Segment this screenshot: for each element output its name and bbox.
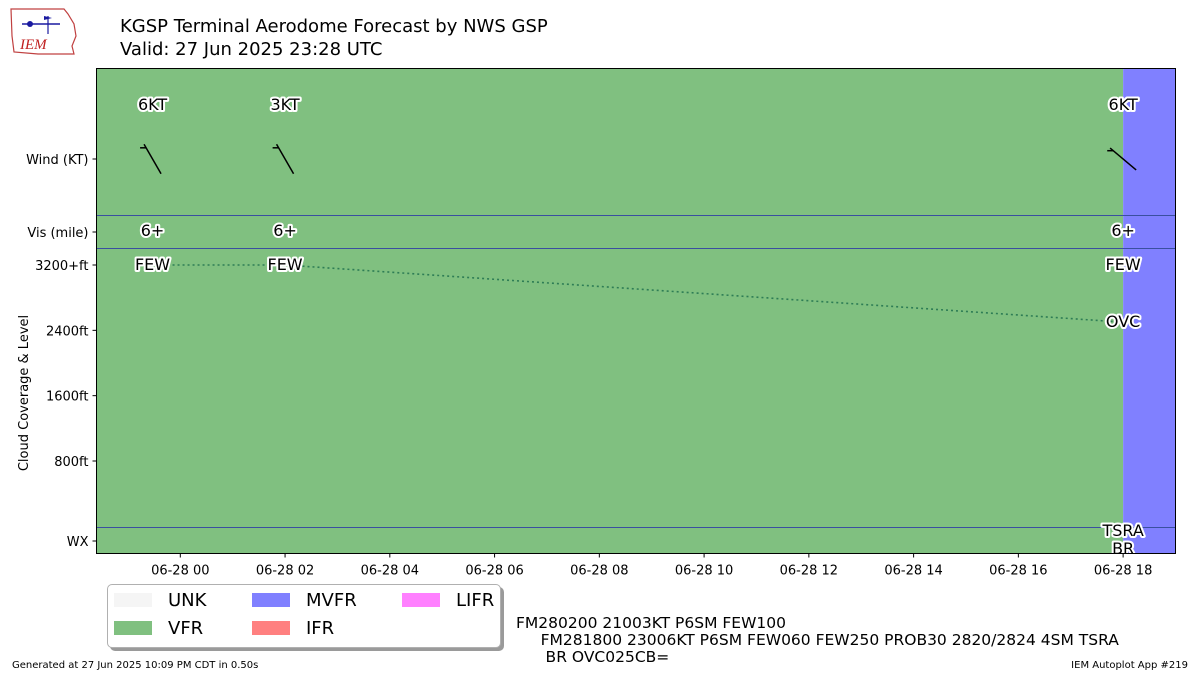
chart-subtitle: Valid: 27 Jun 2025 23:28 UTC	[120, 39, 383, 60]
wind-barbs	[140, 143, 1137, 175]
x-tick-label: 06-28 00	[151, 564, 209, 579]
weather-label: TSRA	[1101, 521, 1143, 540]
y-tick-label: 800ft	[54, 455, 88, 470]
visibility-label: 6+	[141, 221, 165, 240]
y-tick-label: 1600ft	[46, 390, 89, 405]
legend-swatch	[402, 593, 440, 607]
legend-swatch	[252, 621, 290, 635]
legend-item-mvfr: MVFR	[252, 589, 357, 611]
visibility-label: 6+	[273, 221, 297, 240]
axes: Wind (KT) Vis (mile) WX 3200+ft 2400ft 1600ft…	[17, 153, 1152, 579]
cloud-cover-label: FEW	[1106, 255, 1141, 274]
x-tick-label: 06-28 12	[780, 564, 838, 579]
legend-item-lifr: LIFR	[402, 589, 494, 611]
chart-title: KGSP Terminal Aerodome Forecast by NWS G…	[120, 16, 548, 37]
iem-logo: IEM	[10, 8, 77, 55]
wind-barb-staff	[1109, 147, 1137, 171]
row-separators	[96, 215, 1176, 528]
legend-item-vfr: VFR	[114, 617, 203, 639]
x-tick-label: 06-28 06	[465, 564, 523, 579]
wind-barb-staff	[143, 143, 162, 175]
category-period-vfr	[96, 68, 1124, 554]
y-tick-label: 2400ft	[46, 324, 89, 339]
x-tick-label: 06-28 08	[570, 564, 628, 579]
legend-label: LIFR	[456, 589, 495, 611]
cloud-cover-label: FEW	[267, 255, 302, 274]
cloud-cover-label: OVC	[1106, 312, 1140, 331]
legend-item-ifr: IFR	[252, 617, 334, 639]
category-background	[96, 68, 1176, 554]
taf-line-3: BR OVC025CB=	[516, 648, 670, 666]
legend-label: MVFR	[306, 589, 357, 611]
logo-text: IEM	[19, 37, 48, 53]
x-tick-label: 06-28 14	[884, 564, 942, 579]
taf-raw-text: FM280200 21003KT P6SM FEW100 FM281800 23…	[516, 615, 1119, 666]
legend-label: UNK	[168, 589, 207, 611]
legend-swatch	[252, 593, 290, 607]
taf-line-1: FM280200 21003KT P6SM FEW100	[516, 614, 787, 632]
taf-line-2: FM281800 23006KT P6SM FEW060 FEW250 PROB…	[516, 631, 1119, 649]
y-tick-label: WX	[67, 535, 89, 550]
footer-generated: Generated at 27 Jun 2025 10:09 PM CDT in…	[12, 660, 259, 671]
visibility-label: 6+	[1111, 221, 1135, 240]
plot-frame	[96, 68, 1176, 554]
category-period-mvfr	[1123, 68, 1176, 554]
wind-barb-staff	[275, 143, 295, 175]
y-tick-label: 3200+ft	[35, 259, 88, 274]
y-tick-label: Wind (KT)	[26, 153, 88, 168]
legend-swatch	[114, 593, 152, 607]
x-tick-label: 06-28 04	[361, 564, 419, 579]
y-axis-label: Cloud Coverage & Level	[17, 315, 32, 471]
x-tick-label: 06-28 02	[256, 564, 314, 579]
legend-label: IFR	[306, 617, 335, 639]
x-tick-label: 06-28 16	[989, 564, 1047, 579]
wind-speed-label: 6KT	[138, 95, 167, 114]
legend-swatch	[114, 621, 152, 635]
footer-app: IEM Autoplot App #219	[1071, 660, 1188, 671]
legend-label: VFR	[168, 617, 204, 639]
wind-speed-label: 3KT	[270, 95, 299, 114]
cloud-cover-label: FEW	[135, 255, 170, 274]
x-tick-label: 06-28 18	[1094, 564, 1152, 579]
legend: UNK VFR MVFR IFR LIFR	[107, 584, 501, 648]
legend-item-unk: UNK	[114, 589, 206, 611]
y-tick-label: Vis (mile)	[27, 226, 88, 241]
x-tick-label: 06-28 10	[675, 564, 733, 579]
wind-speed-label: 6KT	[1109, 95, 1138, 114]
